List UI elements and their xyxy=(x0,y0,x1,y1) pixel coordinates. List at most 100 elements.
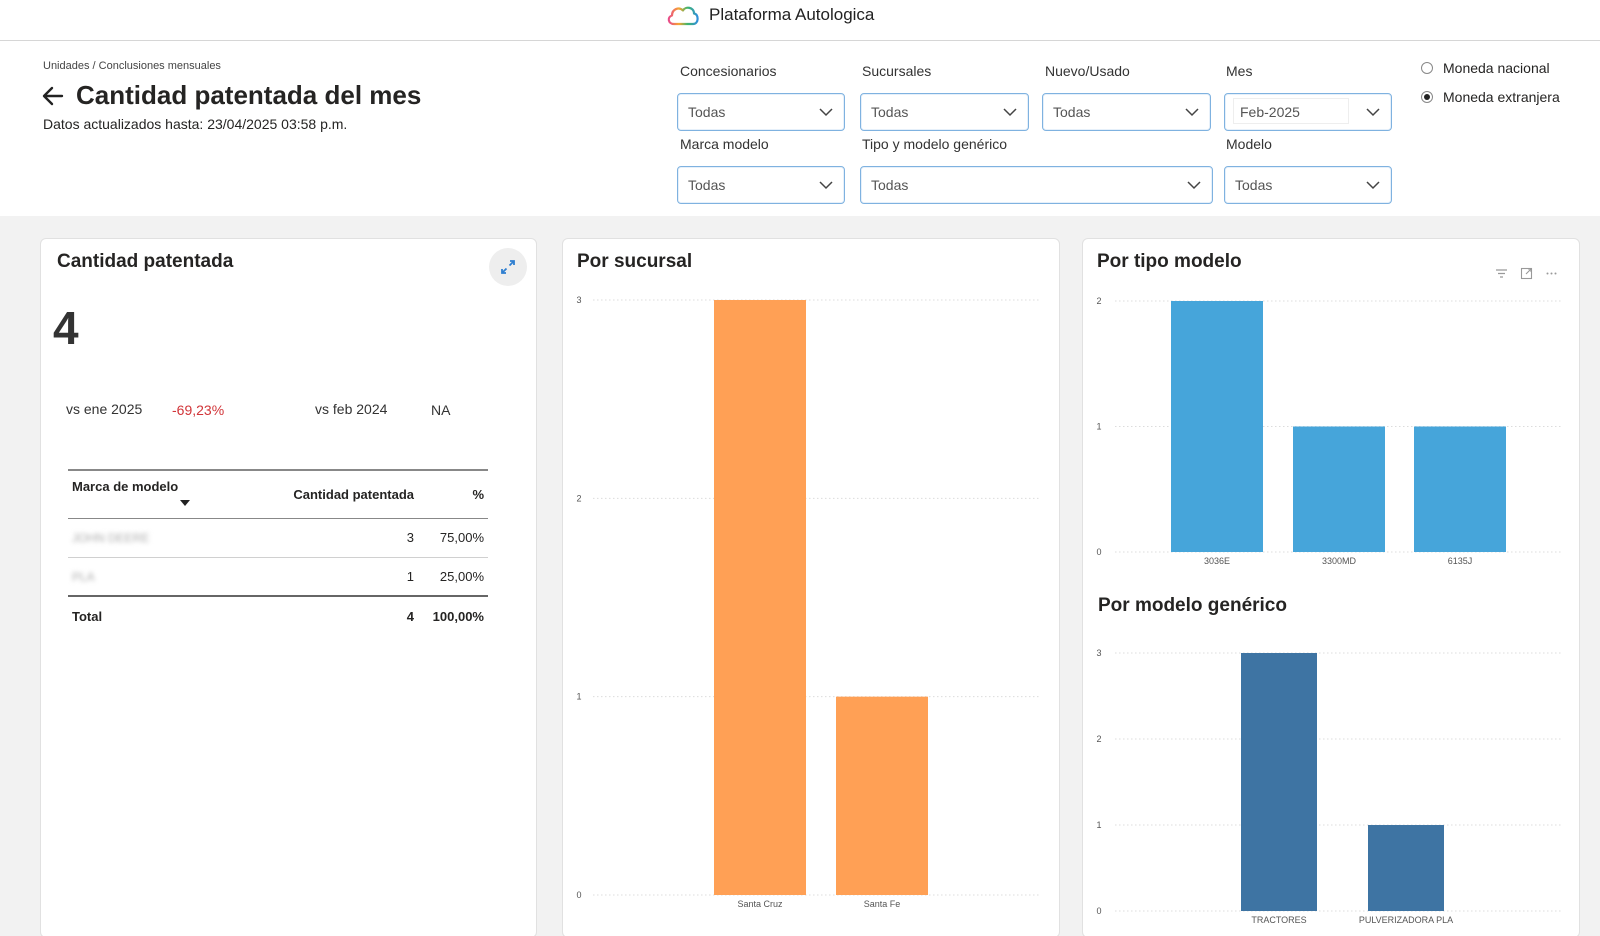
column-header-marca[interactable]: Marca de modelo xyxy=(68,469,273,519)
y-tick-label: 1 xyxy=(1096,820,1101,830)
marca-modelo-dropdown[interactable]: Todas xyxy=(677,166,845,204)
radio-button[interactable] xyxy=(1421,91,1433,103)
y-tick-label: 1 xyxy=(576,692,581,702)
expand-button[interactable] xyxy=(489,248,527,286)
radio-label: Moneda extranjera xyxy=(1443,89,1560,105)
bar-pulverizadora-pla xyxy=(1368,825,1444,911)
x-tick-label: 3036E xyxy=(1204,556,1230,566)
chart-title-modelo-generico: Por modelo genérico xyxy=(1098,595,1287,616)
comparison-value-prev-year: NA xyxy=(431,402,451,418)
header: Unidades / Conclusiones mensuales Cantid… xyxy=(0,41,1600,216)
y-tick-label: 0 xyxy=(1096,906,1101,916)
chevron-down-icon xyxy=(1366,108,1380,117)
kpi-card: Cantidad patentada 4 vs ene 2025 -69,23%… xyxy=(40,238,537,936)
cantidad-cell: 1 xyxy=(273,557,418,597)
table-header-row: Marca de modelo Cantidad patentada % xyxy=(68,469,488,519)
filter-label-nuevo-usado: Nuevo/Usado xyxy=(1045,63,1130,79)
column-header-cantidad[interactable]: Cantidad patentada xyxy=(273,469,418,519)
sucursal-chart-card: Por sucursal 0 1 2 3 Santa Cruz Santa Fe xyxy=(562,238,1060,936)
sucursales-dropdown[interactable]: Todas xyxy=(860,93,1029,131)
brand-name-cell: JOHN DEERE xyxy=(72,531,150,545)
y-tick-label: 0 xyxy=(1096,547,1101,557)
filter-label-tipo-modelo: Tipo y modelo genérico xyxy=(862,136,1008,152)
cantidad-cell: 3 xyxy=(273,518,418,558)
column-header-pct[interactable]: % xyxy=(418,469,488,519)
filter-label-modelo: Modelo xyxy=(1226,136,1272,152)
x-tick-label: Santa Cruz xyxy=(737,899,783,909)
focus-icon[interactable] xyxy=(1520,267,1533,280)
more-icon[interactable] xyxy=(1545,267,1558,280)
x-tick-label: TRACTORES xyxy=(1251,915,1306,925)
filter-icon[interactable] xyxy=(1495,267,1508,280)
y-tick-label: 3 xyxy=(576,295,581,305)
table-total-row: Total 4 100,00% xyxy=(68,595,488,635)
x-tick-label: PULVERIZADORA PLA xyxy=(1359,915,1453,925)
dropdown-value: Todas xyxy=(1235,177,1273,193)
brand-table: Marca de modelo Cantidad patentada % JOH… xyxy=(68,469,488,635)
comparison-label-prev-year: vs feb 2024 xyxy=(315,401,388,417)
y-tick-label: 1 xyxy=(1096,422,1101,432)
filter-label-sucursales: Sucursales xyxy=(862,63,932,79)
radio-moneda-nacional[interactable]: Moneda nacional xyxy=(1421,60,1550,76)
bar-3300md xyxy=(1293,426,1385,552)
brand[interactable]: Plataforma Autologica xyxy=(665,2,874,28)
chevron-down-icon xyxy=(1185,108,1199,117)
y-tick-label: 0 xyxy=(576,890,581,900)
modelo-generico-bar-chart: 0 1 2 3 TRACTORES PULVERIZADORA PLA xyxy=(1096,648,1561,925)
chevron-down-icon xyxy=(1366,181,1380,190)
radio-label: Moneda nacional xyxy=(1443,60,1550,76)
tipo-modelo-bar-chart: 0 1 2 3036E 3300MD 6135J xyxy=(1096,296,1561,566)
y-tick-label: 2 xyxy=(576,493,581,503)
title-row: Cantidad patentada del mes xyxy=(40,80,421,111)
dropdown-value: Todas xyxy=(1053,104,1091,120)
nuevo-usado-dropdown[interactable]: Todas xyxy=(1042,93,1211,131)
concesionarios-dropdown[interactable]: Todas xyxy=(677,93,845,131)
radio-button[interactable] xyxy=(1421,62,1433,74)
page-title: Cantidad patentada del mes xyxy=(76,80,422,110)
chart-title-tipo-modelo: Por tipo modelo xyxy=(1097,251,1242,272)
total-cantidad: 4 xyxy=(273,595,418,635)
filter-label-mes: Mes xyxy=(1226,63,1253,79)
visual-header-icons xyxy=(1495,267,1558,280)
bar-6135j xyxy=(1414,426,1506,552)
app-name: Plataforma Autologica xyxy=(709,5,875,24)
bar-tractores xyxy=(1241,653,1317,911)
sucursal-bar-chart: 0 1 2 3 Santa Cruz Santa Fe xyxy=(576,295,1041,909)
sort-down-icon[interactable] xyxy=(180,499,190,507)
table-row[interactable]: PLA 1 25,00% xyxy=(68,557,488,597)
top-bar: Plataforma Autologica xyxy=(0,0,1600,41)
y-tick-label: 3 xyxy=(1096,648,1101,658)
mes-dropdown[interactable]: Feb-2025 xyxy=(1224,93,1392,131)
total-label: Total xyxy=(68,595,273,635)
radio-moneda-extranjera[interactable]: Moneda extranjera xyxy=(1421,89,1560,105)
comparison-label-prev-month: vs ene 2025 xyxy=(66,401,143,417)
breadcrumb[interactable]: Unidades / Conclusiones mensuales xyxy=(43,60,221,72)
brand-name-cell: PLA xyxy=(72,569,95,584)
cloud-logo-icon xyxy=(667,6,699,26)
x-tick-label: Santa Fe xyxy=(864,899,901,909)
chart-title-sucursal: Por sucursal xyxy=(577,251,693,272)
last-updated-text: Datos actualizados hasta: 23/04/2025 03:… xyxy=(43,116,348,132)
table-row[interactable]: JOHN DEERE 3 75,00% xyxy=(68,518,488,558)
filter-label-concesionarios: Concesionarios xyxy=(680,63,777,79)
chevron-down-icon xyxy=(819,181,833,190)
bar-santa-fe xyxy=(836,696,928,895)
comparison-value-prev-month: -69,23% xyxy=(172,402,225,418)
back-arrow-icon[interactable] xyxy=(40,83,66,109)
tipo-modelo-chart-card: Por tipo modelo 0 1 2 3036E 3300MD 6135J Por … xyxy=(1082,238,1580,936)
dropdown-value: Todas xyxy=(871,104,909,120)
total-pct: 100,00% xyxy=(418,595,488,635)
x-tick-label: 3300MD xyxy=(1322,556,1357,566)
x-tick-label: 6135J xyxy=(1448,556,1473,566)
y-tick-label: 2 xyxy=(1096,296,1101,306)
dropdown-value: Todas xyxy=(688,177,726,193)
chevron-down-icon xyxy=(1003,108,1017,117)
modelo-dropdown[interactable]: Todas xyxy=(1224,166,1392,204)
dropdown-value: Feb-2025 xyxy=(1233,98,1349,124)
filter-label-marca-modelo: Marca modelo xyxy=(680,136,769,152)
pct-cell: 25,00% xyxy=(418,557,488,597)
pct-cell: 75,00% xyxy=(418,518,488,558)
tipo-modelo-dropdown[interactable]: Todas xyxy=(860,166,1213,204)
y-tick-label: 2 xyxy=(1096,734,1101,744)
expand-icon xyxy=(501,260,515,274)
